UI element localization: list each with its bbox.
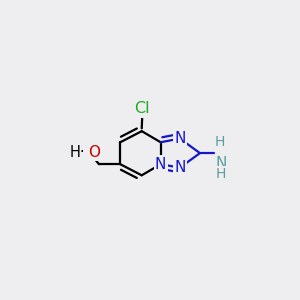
Text: H: H: [216, 167, 226, 181]
Text: N: N: [174, 131, 185, 146]
Text: N: N: [174, 160, 185, 175]
Text: O: O: [88, 145, 100, 160]
Text: H·: H·: [70, 145, 86, 160]
Text: H: H: [215, 135, 225, 149]
Text: N: N: [155, 157, 166, 172]
Text: N: N: [215, 156, 227, 171]
Text: Cl: Cl: [135, 101, 150, 116]
